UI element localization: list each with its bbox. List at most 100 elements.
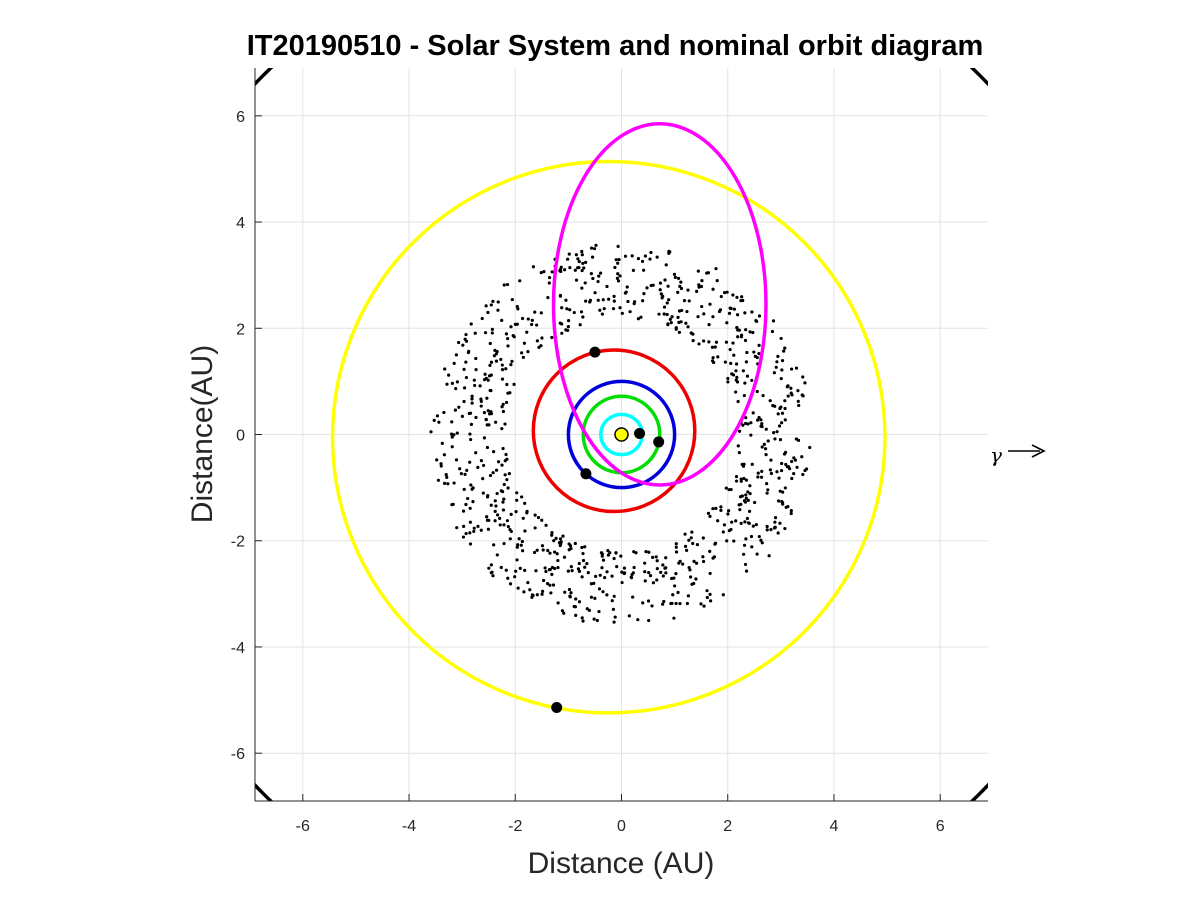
asteroid-point bbox=[462, 399, 466, 404]
asteroid-point bbox=[684, 321, 688, 325]
asteroid-point bbox=[726, 376, 730, 381]
asteroid-point bbox=[452, 481, 456, 485]
asteroid-point bbox=[726, 380, 730, 384]
asteroid-point bbox=[667, 298, 671, 302]
asteroid-belt bbox=[429, 243, 812, 624]
asteroid-point bbox=[437, 420, 441, 424]
asteroid-point bbox=[455, 431, 459, 435]
asteroid-point bbox=[540, 592, 544, 596]
asteroid-point bbox=[491, 471, 495, 475]
asteroid-point bbox=[542, 270, 546, 274]
asteroid-point bbox=[435, 414, 440, 418]
asteroid-point bbox=[539, 344, 543, 348]
asteroid-point bbox=[588, 300, 592, 304]
asteroid-point bbox=[613, 615, 617, 619]
asteroid-point bbox=[712, 360, 716, 365]
asteroid-point bbox=[648, 257, 652, 261]
asteroid-point bbox=[515, 498, 519, 502]
asteroid-point bbox=[445, 475, 449, 479]
asteroid-point bbox=[696, 269, 700, 273]
asteroid-point bbox=[646, 599, 651, 603]
asteroid-point bbox=[636, 257, 641, 261]
asteroid-point bbox=[487, 518, 491, 522]
asteroid-point bbox=[685, 309, 689, 314]
asteroid-point bbox=[677, 561, 681, 565]
asteroid-point bbox=[526, 580, 530, 585]
asteroid-point bbox=[495, 350, 499, 354]
asteroid-point bbox=[515, 558, 519, 562]
asteroid-point bbox=[455, 380, 459, 384]
asteroid-point bbox=[502, 523, 506, 527]
asteroid-point bbox=[598, 573, 602, 577]
asteroid-point bbox=[701, 555, 705, 559]
asteroid-point bbox=[548, 551, 552, 555]
asteroid-point bbox=[771, 319, 776, 323]
asteroid-point bbox=[691, 541, 695, 546]
asteroid-point bbox=[469, 483, 473, 487]
orbit-ellipse bbox=[330, 159, 887, 715]
asteroid-point bbox=[504, 367, 508, 371]
asteroid-point bbox=[619, 554, 623, 558]
asteroid-point bbox=[598, 308, 602, 312]
asteroid-point bbox=[568, 594, 572, 598]
asteroid-point bbox=[580, 286, 584, 290]
asteroid-point bbox=[664, 566, 668, 570]
asteroid-point bbox=[783, 346, 787, 350]
asteroid-point bbox=[525, 330, 529, 334]
asteroid-point bbox=[581, 315, 585, 319]
asteroid-point bbox=[476, 524, 480, 528]
asteroid-point bbox=[676, 315, 680, 319]
asteroid-point bbox=[559, 269, 563, 274]
y-tick-label: -4 bbox=[231, 640, 245, 657]
asteroid-point bbox=[429, 430, 433, 434]
asteroid-point bbox=[708, 302, 712, 306]
axes bbox=[254, 68, 988, 802]
asteroid-point bbox=[670, 315, 674, 319]
asteroid-point bbox=[780, 411, 785, 415]
asteroid-point bbox=[697, 342, 701, 346]
asteroid-point bbox=[510, 297, 514, 302]
asteroid-point bbox=[765, 482, 769, 486]
asteroid-point bbox=[672, 616, 676, 620]
asteroid-point bbox=[783, 526, 787, 531]
sun-marker bbox=[614, 427, 629, 442]
asteroid-point bbox=[471, 486, 475, 490]
asteroid-point bbox=[766, 439, 770, 443]
asteroid-point bbox=[796, 399, 800, 403]
asteroid-point bbox=[499, 565, 503, 570]
orbit-ellipse bbox=[531, 348, 697, 514]
asteroid-point bbox=[770, 329, 775, 334]
asteroid-point bbox=[484, 417, 488, 422]
asteroid-point bbox=[554, 536, 558, 540]
asteroid-point bbox=[570, 569, 574, 573]
asteroid-point bbox=[747, 521, 751, 526]
asteroid-point bbox=[623, 571, 627, 575]
asteroid-point bbox=[640, 259, 645, 263]
asteroid-point bbox=[519, 543, 523, 547]
asteroid-point bbox=[700, 304, 704, 309]
asteroid-point bbox=[801, 394, 805, 398]
asteroid-point bbox=[659, 570, 663, 574]
asteroid-point bbox=[755, 552, 759, 556]
asteroid-point bbox=[735, 375, 739, 379]
asteroid-point bbox=[605, 284, 609, 289]
asteroid-point bbox=[724, 340, 729, 344]
asteroid-point bbox=[567, 587, 572, 592]
asteroid-point bbox=[450, 420, 454, 424]
asteroid-point bbox=[460, 414, 465, 418]
asteroid-point bbox=[647, 618, 651, 623]
asteroid-point bbox=[744, 360, 749, 364]
asteroid-point bbox=[539, 270, 543, 275]
asteroid-point bbox=[515, 545, 519, 549]
asteroid-point bbox=[624, 290, 628, 294]
asteroid-point bbox=[605, 570, 609, 574]
asteroid-point bbox=[795, 465, 799, 469]
asteroid-point bbox=[535, 323, 539, 327]
asteroid-point bbox=[631, 595, 635, 599]
asteroid-point bbox=[741, 423, 745, 427]
asteroid-point bbox=[708, 571, 712, 576]
asteroid-point bbox=[566, 257, 570, 261]
asteroid-point bbox=[496, 460, 501, 464]
asteroid-point bbox=[450, 503, 454, 507]
asteroid-point bbox=[610, 574, 614, 578]
